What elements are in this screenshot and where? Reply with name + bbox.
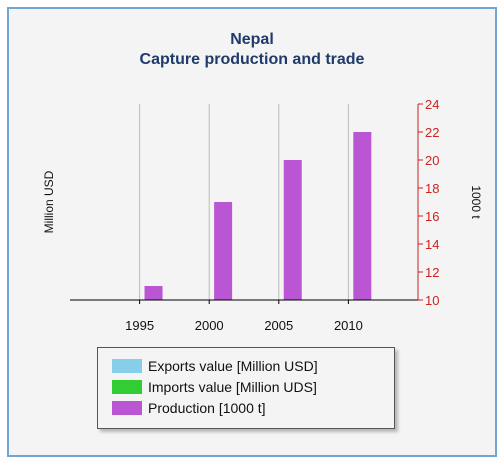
production-bar: [283, 160, 302, 300]
y-tick-label: 14: [425, 237, 439, 252]
right-y-axis-label: 1000 t: [469, 185, 483, 219]
grid-lines: [139, 104, 349, 300]
legend-swatch-exports: [112, 359, 142, 373]
production-bar: [144, 286, 163, 300]
x-ticks: 1995 2000 2005 2010: [125, 300, 363, 333]
x-tick-label: 2000: [195, 318, 224, 333]
legend-label-exports: Exports value [Million USD]: [148, 358, 318, 374]
right-y-ticks: 10 12 14 16 18 20 22 24: [418, 97, 439, 308]
y-tick-label: 20: [425, 153, 439, 168]
y-tick-label: 22: [425, 125, 439, 140]
x-tick-label: 1995: [125, 318, 154, 333]
legend-swatch-imports: [112, 380, 142, 394]
y-tick-label: 18: [425, 181, 439, 196]
y-tick-label: 24: [425, 97, 439, 112]
left-y-axis-label: Million USD: [42, 170, 56, 233]
chart-subtitle: Capture production and trade: [139, 51, 365, 68]
bars-group: [144, 132, 372, 300]
legend-label-production: Production [1000 t]: [148, 400, 266, 416]
y-tick-label: 16: [425, 209, 439, 224]
legend-item-production: Production [1000 t]: [112, 398, 266, 418]
chart-title: Nepal: [230, 31, 274, 48]
y-tick-label: 12: [425, 265, 439, 280]
x-tick-label: 2010: [334, 318, 363, 333]
legend-swatch-production: [112, 401, 142, 415]
production-bar: [214, 202, 233, 300]
legend: Exports value [Million USD] Imports valu…: [97, 347, 395, 429]
legend-label-imports: Imports value [Million UDS]: [148, 379, 317, 395]
legend-item-exports: Exports value [Million USD]: [112, 356, 318, 376]
legend-item-imports: Imports value [Million UDS]: [112, 377, 317, 397]
x-tick-label: 2005: [264, 318, 293, 333]
production-bar: [353, 132, 372, 300]
chart-title-block: Nepal Capture production and trade: [0, 30, 504, 70]
y-tick-label: 10: [425, 293, 439, 308]
